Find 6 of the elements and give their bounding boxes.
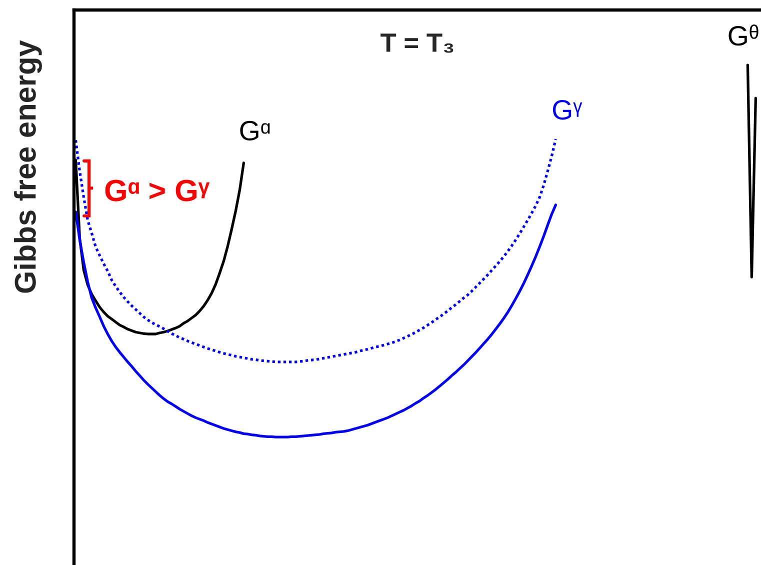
chart-title: T = T₃	[380, 34, 454, 53]
series-label: Gᵅ	[240, 120, 270, 141]
series-label: Gᶿ	[728, 24, 758, 46]
annotation: Gᵅ > Gᵞ	[105, 180, 210, 202]
series-label: Gᵞ	[552, 100, 582, 120]
y-axis-title: Gibbs free energy	[14, 40, 42, 293]
